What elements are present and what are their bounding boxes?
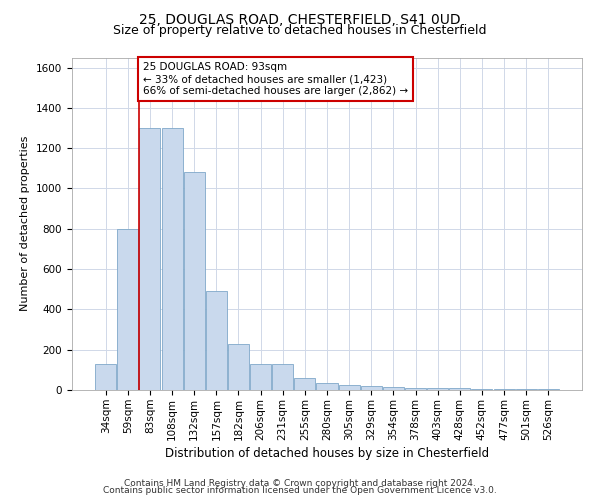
Bar <box>206 292 227 390</box>
Bar <box>361 386 382 390</box>
Text: 25, DOUGLAS ROAD, CHESTERFIELD, S41 0UD: 25, DOUGLAS ROAD, CHESTERFIELD, S41 0UD <box>139 12 461 26</box>
Bar <box>161 128 182 390</box>
Text: Contains HM Land Registry data © Crown copyright and database right 2024.: Contains HM Land Registry data © Crown c… <box>124 478 476 488</box>
Bar <box>449 388 470 390</box>
Bar <box>427 388 448 390</box>
Bar <box>338 385 359 390</box>
Bar <box>184 172 205 390</box>
Text: Size of property relative to detached houses in Chesterfield: Size of property relative to detached ho… <box>113 24 487 37</box>
Bar <box>515 389 536 390</box>
Bar <box>383 387 404 390</box>
Bar <box>316 383 338 390</box>
Text: 25 DOUGLAS ROAD: 93sqm
← 33% of detached houses are smaller (1,423)
66% of semi-: 25 DOUGLAS ROAD: 93sqm ← 33% of detached… <box>143 62 408 96</box>
Bar <box>295 378 316 390</box>
Bar <box>494 389 515 390</box>
Bar <box>95 364 116 390</box>
Text: Contains public sector information licensed under the Open Government Licence v3: Contains public sector information licen… <box>103 486 497 495</box>
Bar <box>250 364 271 390</box>
Bar <box>139 128 160 390</box>
Y-axis label: Number of detached properties: Number of detached properties <box>20 136 31 312</box>
X-axis label: Distribution of detached houses by size in Chesterfield: Distribution of detached houses by size … <box>165 446 489 460</box>
Bar <box>118 229 139 390</box>
Bar <box>472 389 493 390</box>
Bar <box>228 344 249 390</box>
Bar <box>538 389 559 390</box>
Bar <box>272 364 293 390</box>
Bar <box>405 388 426 390</box>
